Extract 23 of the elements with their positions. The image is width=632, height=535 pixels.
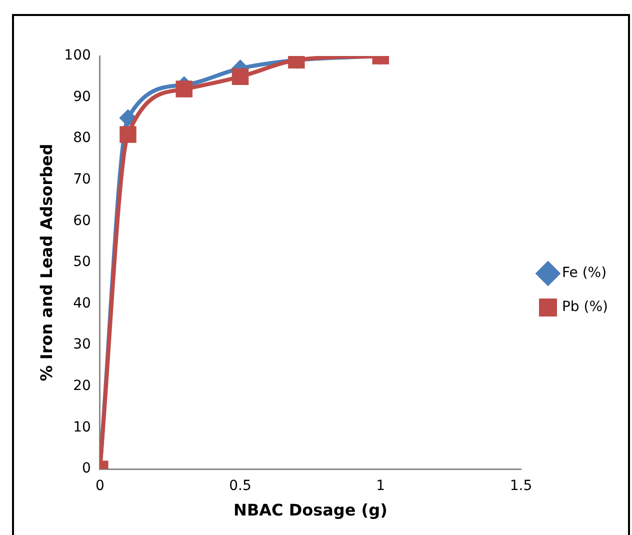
y-tick-label: 70 bbox=[73, 172, 91, 188]
y-axis-title: % Iron and Lead Adsorbed bbox=[36, 144, 56, 382]
x-axis-title: NBAC Dosage (g) bbox=[234, 500, 388, 520]
point bbox=[120, 126, 136, 143]
point bbox=[120, 110, 136, 126]
legend-label: Pb (%) bbox=[562, 299, 608, 316]
y-tick-label: 40 bbox=[73, 295, 91, 312]
y-tick-label: 0 bbox=[82, 460, 91, 477]
y-tick-label: 60 bbox=[73, 212, 91, 229]
x-tick-label: 0 bbox=[95, 478, 104, 494]
y-tick-label: 30 bbox=[73, 336, 91, 353]
y-tick-label: 100 bbox=[64, 48, 91, 64]
y-tick-label: 20 bbox=[73, 378, 91, 394]
x-tick-label: 0.5 bbox=[229, 478, 252, 494]
x-tick-label: 1.5 bbox=[510, 478, 532, 494]
point bbox=[176, 80, 192, 98]
y-tick-label: 10 bbox=[73, 419, 91, 436]
y-tick-label: 90 bbox=[73, 88, 91, 105]
legend-label: Fe (%) bbox=[562, 265, 607, 282]
y-tick-label: 80 bbox=[73, 130, 91, 146]
y-tick-label: 50 bbox=[73, 254, 91, 270]
x-tick-label: 1 bbox=[376, 478, 386, 494]
point bbox=[232, 68, 249, 86]
